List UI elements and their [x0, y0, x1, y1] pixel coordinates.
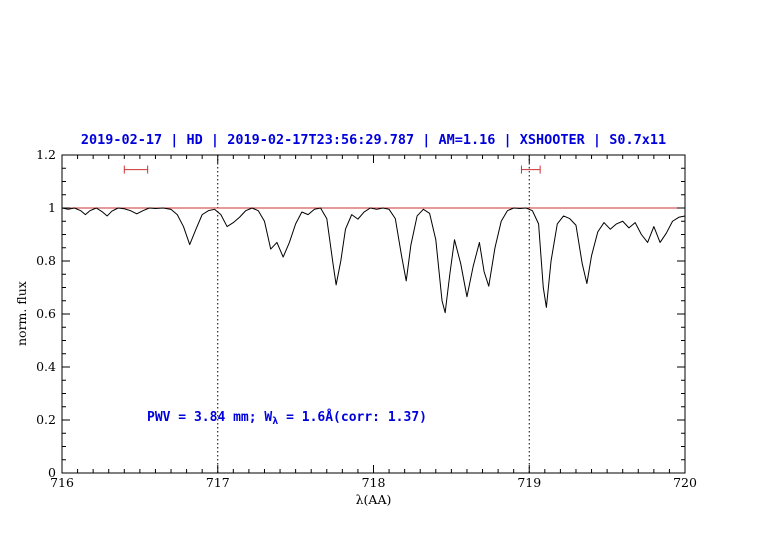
x-tick-label: 716 [50, 475, 74, 490]
y-tick-label: 0.6 [36, 306, 56, 321]
x-tick-label: 720 [673, 475, 697, 490]
x-tick-label: 717 [206, 475, 230, 490]
y-tick-label: 0 [48, 465, 56, 480]
pwv-annotation: PWV = 3.84 mm; Wλ = 1.6Å(corr: 1.37) [147, 410, 427, 427]
y-tick-label: 1.2 [36, 147, 56, 162]
y-tick-label: 0.4 [36, 359, 56, 374]
plot-header: 2019-02-17 | HD | 2019-02-17T23:56:29.78… [40, 132, 707, 148]
y-tick-label: 0.2 [36, 412, 56, 427]
y-tick-label: 0.8 [36, 253, 56, 268]
pwv-annotation-subscript: λ [272, 416, 279, 427]
y-tick-label: 1 [48, 200, 56, 215]
x-tick-label: 719 [517, 475, 541, 490]
pwv-annotation-prefix: PWV = 3.84 mm; W [147, 410, 273, 425]
y-axis-title: norm. flux [14, 281, 29, 346]
x-axis-title: λ(AA) [355, 492, 392, 507]
pwv-annotation-suffix: = 1.6Å(corr: 1.37) [278, 410, 427, 425]
plot-header-label: 2019-02-17 | HD | 2019-02-17T23:56:29.78… [80, 132, 667, 148]
x-tick-label: 718 [362, 475, 386, 490]
spectrum-line [61, 207, 686, 314]
